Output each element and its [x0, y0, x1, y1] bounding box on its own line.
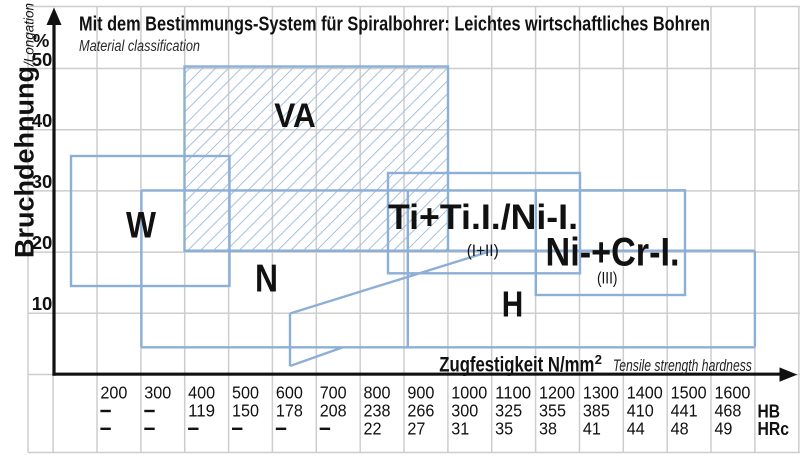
svg-text:1100: 1100 — [495, 383, 531, 403]
svg-text:200: 200 — [100, 383, 127, 403]
svg-text:355: 355 — [539, 401, 566, 421]
svg-text:2: 2 — [595, 352, 602, 367]
svg-text:HB: HB — [758, 401, 781, 422]
svg-text:266: 266 — [407, 401, 434, 421]
svg-text:1000: 1000 — [451, 383, 487, 403]
svg-text:1300: 1300 — [583, 383, 619, 403]
svg-text:50: 50 — [32, 49, 53, 70]
svg-text:900: 900 — [407, 383, 434, 403]
svg-text:238: 238 — [364, 401, 391, 421]
svg-text:325: 325 — [495, 401, 522, 421]
svg-text:700: 700 — [320, 383, 347, 403]
svg-text:48: 48 — [671, 419, 689, 439]
svg-text:Tensile strength hardness: Tensile strength hardness — [613, 357, 752, 375]
svg-text:441: 441 — [671, 401, 698, 421]
svg-text:600: 600 — [276, 383, 303, 403]
svg-text:Ti+Ti.I./Ni-I.: Ti+Ti.I./Ni-I. — [388, 198, 578, 237]
svg-text:178: 178 — [276, 401, 303, 421]
svg-text:40: 40 — [32, 110, 53, 131]
svg-text:10: 10 — [32, 293, 53, 314]
svg-text:1200: 1200 — [539, 383, 575, 403]
svg-text:468: 468 — [714, 401, 741, 421]
svg-text:44: 44 — [627, 419, 645, 439]
svg-text:27: 27 — [407, 419, 425, 439]
svg-text:HRc: HRc — [758, 418, 790, 439]
svg-text:208: 208 — [320, 401, 347, 421]
svg-text:410: 410 — [627, 401, 654, 421]
svg-text:500: 500 — [232, 383, 259, 403]
svg-text:31: 31 — [451, 419, 469, 439]
svg-text:119: 119 — [188, 401, 215, 421]
svg-text:Mit dem Bestimmungs-System für: Mit dem Bestimmungs-System für Spiralboh… — [79, 14, 710, 36]
svg-text:Ni-+Cr-I.: Ni-+Cr-I. — [546, 230, 680, 274]
svg-text:N: N — [255, 257, 278, 300]
svg-text:400: 400 — [188, 383, 215, 403]
svg-text:41: 41 — [583, 419, 601, 439]
svg-text:385: 385 — [583, 401, 610, 421]
svg-text:(I+II): (I+II) — [467, 241, 499, 260]
svg-text:%: % — [33, 30, 49, 51]
svg-text:49: 49 — [714, 419, 732, 439]
svg-text:300: 300 — [451, 401, 478, 421]
svg-text:300: 300 — [144, 383, 171, 403]
svg-text:800: 800 — [364, 383, 391, 403]
svg-text:20: 20 — [32, 232, 53, 253]
svg-text:150: 150 — [232, 401, 259, 421]
svg-text:H: H — [502, 283, 524, 324]
svg-text:30: 30 — [32, 171, 53, 192]
svg-text:38: 38 — [539, 419, 557, 439]
svg-text:1500: 1500 — [671, 383, 707, 403]
svg-text:1600: 1600 — [714, 383, 750, 403]
svg-text:35: 35 — [495, 419, 513, 439]
svg-text:Zugfestigkeit N/mm: Zugfestigkeit N/mm — [439, 353, 594, 376]
svg-text:1400: 1400 — [627, 383, 663, 403]
svg-text:22: 22 — [364, 419, 382, 439]
svg-text:(III): (III) — [597, 269, 618, 288]
svg-text:W: W — [126, 205, 156, 246]
svg-text:Material classification: Material classification — [79, 38, 200, 55]
svg-text:VA: VA — [274, 97, 316, 135]
